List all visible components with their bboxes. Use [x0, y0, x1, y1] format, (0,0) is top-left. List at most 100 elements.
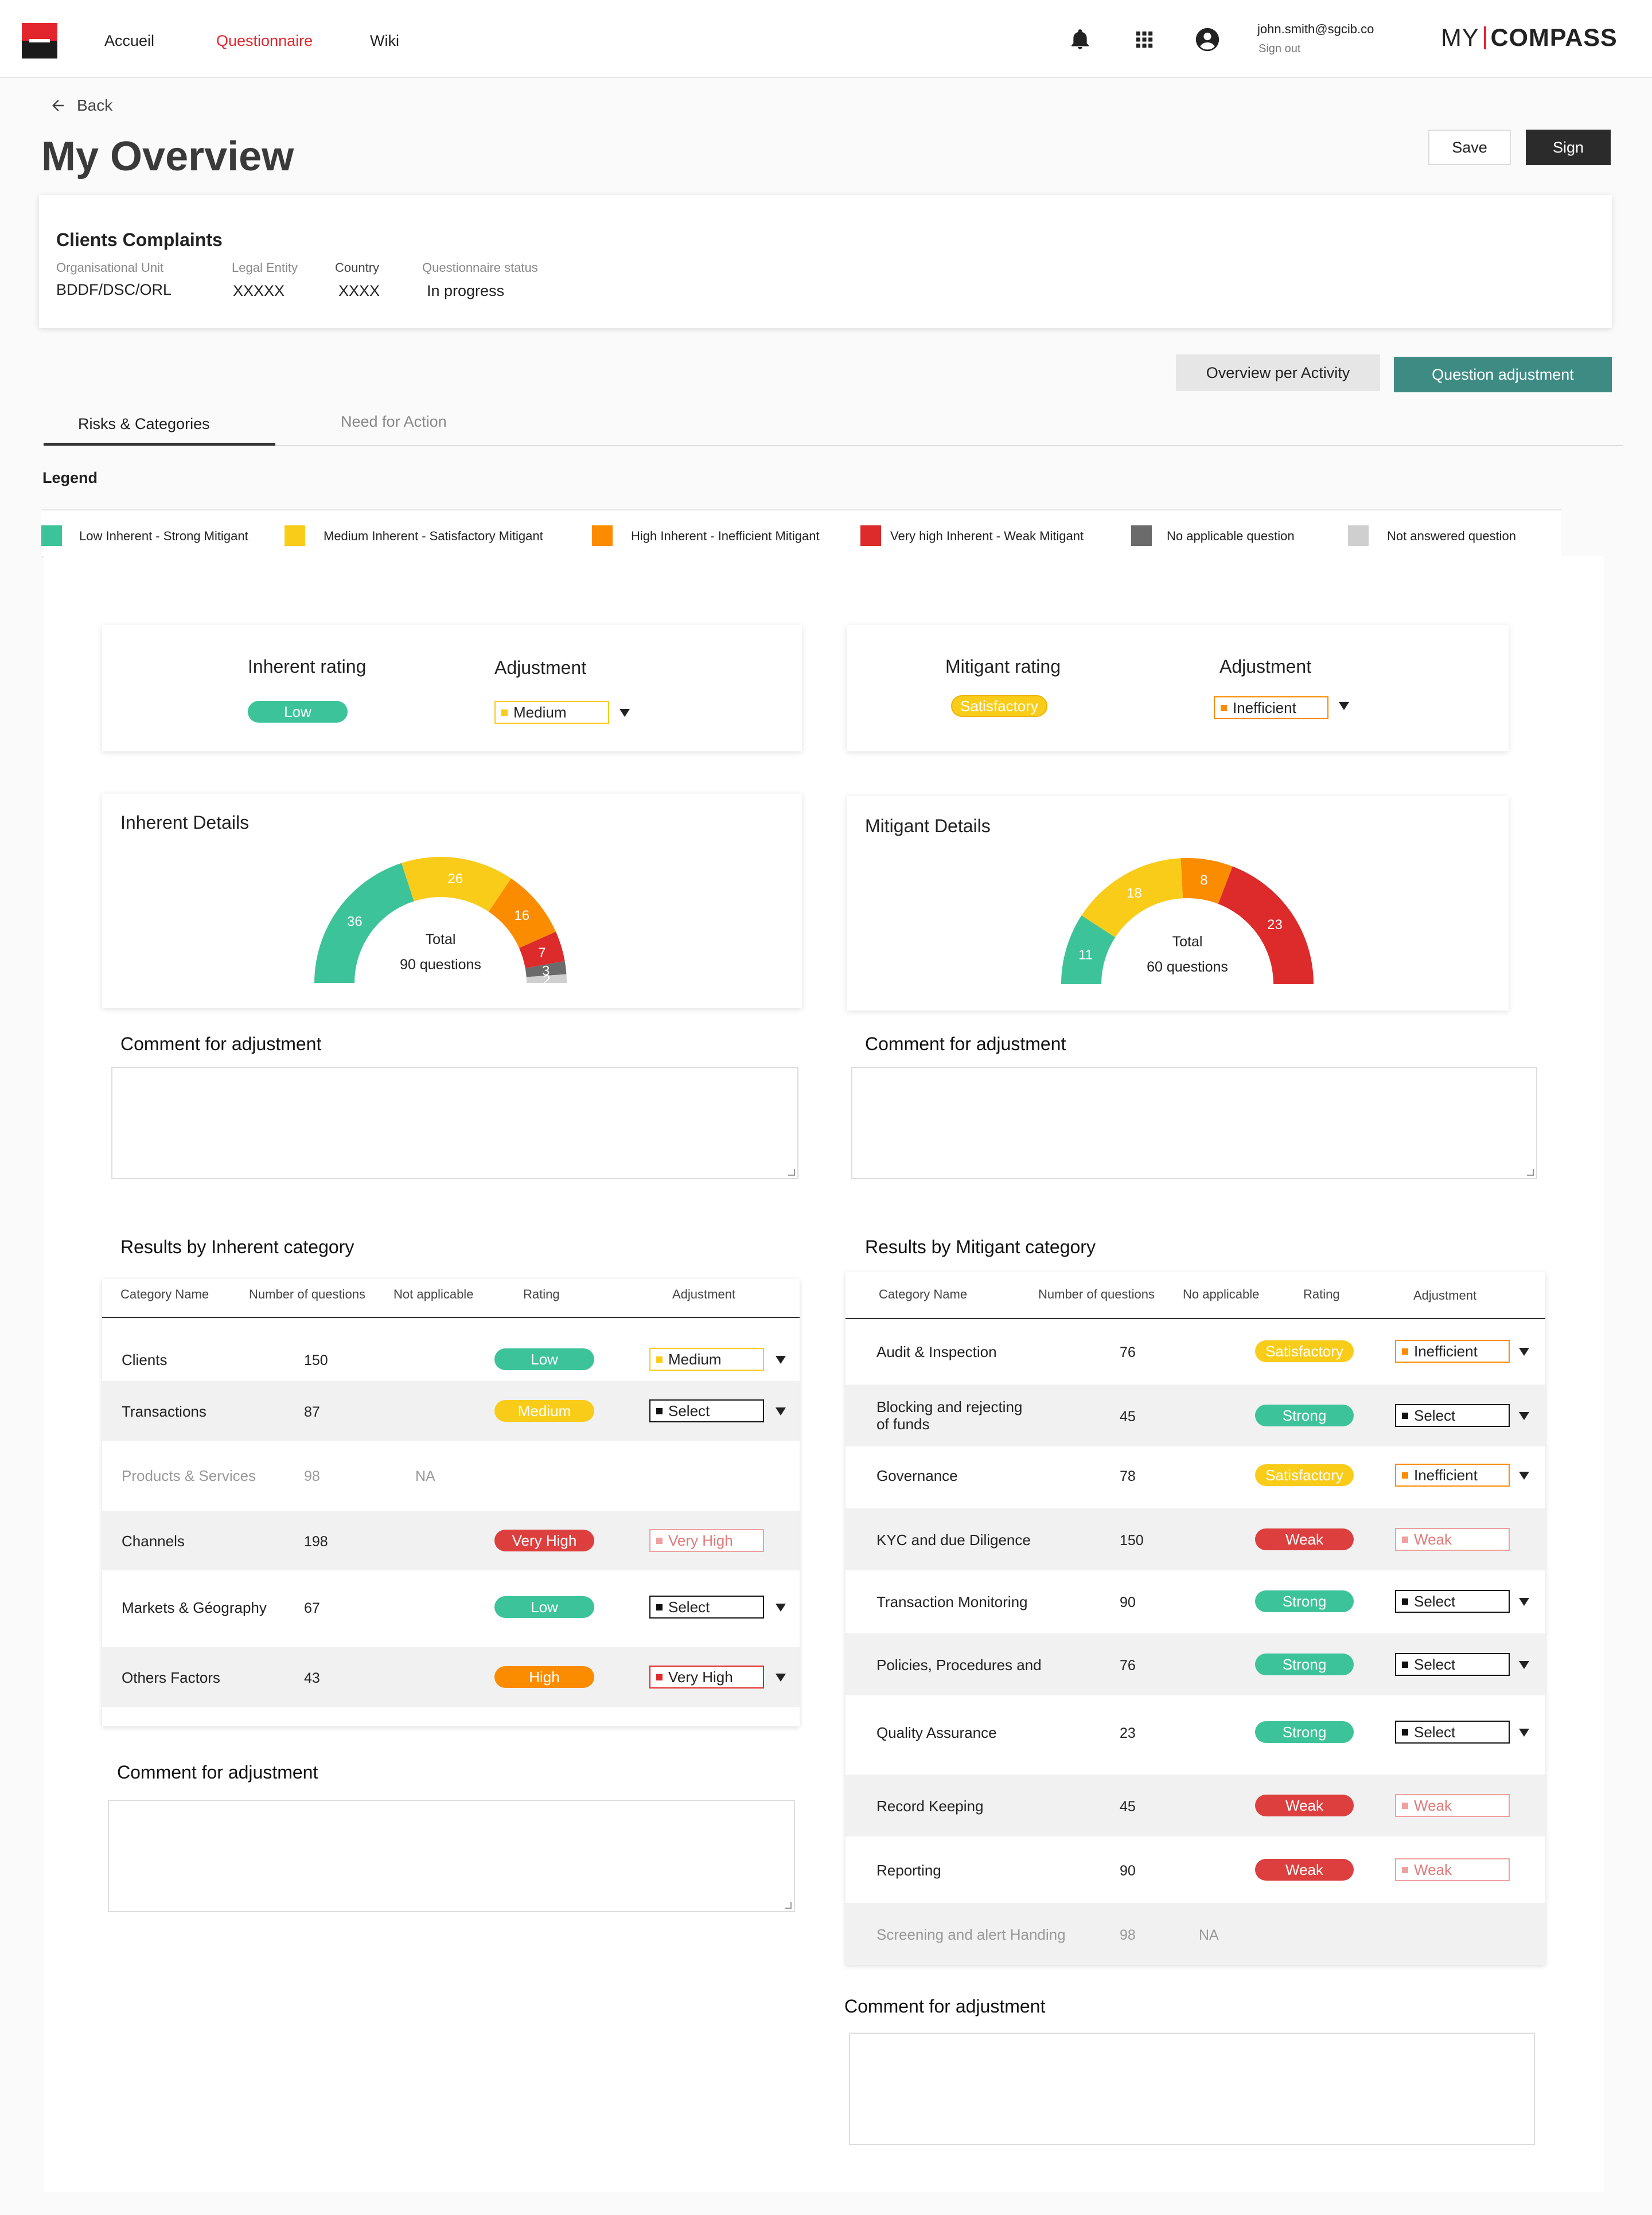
color-swatch — [1402, 1729, 1408, 1736]
mitigant-table-comment-label: Comment for adjustment — [844, 1996, 1046, 2017]
adjustment-select[interactable]: Inefficient — [1395, 1340, 1510, 1363]
column-header: Rating — [1303, 1287, 1340, 1301]
bell-icon[interactable] — [1066, 25, 1094, 54]
chevron-down-icon[interactable] — [1519, 1348, 1529, 1356]
mitigant-adjustment-select[interactable]: Inefficient — [1214, 696, 1328, 719]
adjustment-select: Very High — [649, 1529, 764, 1552]
rating-badge: Satisfactory — [1255, 1464, 1354, 1486]
user-email: john.smith@sgcib.co — [1257, 22, 1374, 36]
mitigant-comment-textarea[interactable] — [851, 1067, 1537, 1179]
color-swatch — [1402, 1412, 1408, 1419]
category-name: Markets & Géography — [122, 1599, 267, 1616]
adjustment-select[interactable]: Select — [1395, 1721, 1510, 1744]
chevron-down-icon[interactable] — [1519, 1661, 1529, 1669]
rating-badge: Medium — [494, 1400, 594, 1422]
gauge-value-label: 3 — [542, 963, 550, 978]
nav-wiki[interactable]: Wiki — [370, 32, 399, 49]
adjustment-select[interactable]: Select — [1395, 1590, 1510, 1613]
tab-active-indicator — [44, 443, 275, 446]
category-name: Reporting — [876, 1862, 941, 1879]
color-swatch — [656, 1537, 663, 1544]
resize-handle-icon[interactable] — [785, 1902, 792, 1909]
mitigant-rating-label: Mitigant rating — [945, 656, 1061, 677]
question-count: 98 — [304, 1468, 320, 1484]
category-name: Products & Services — [122, 1467, 256, 1484]
color-swatch — [1402, 1802, 1408, 1809]
rating-badge: Low — [494, 1348, 594, 1370]
adjustment-select[interactable]: Select — [649, 1399, 764, 1422]
tab-risks-categories[interactable]: Risks & Categories — [78, 415, 210, 432]
category-name: Record Keeping — [876, 1797, 984, 1815]
adjustment-select[interactable]: Select — [649, 1596, 764, 1619]
save-button[interactable]: Save — [1428, 130, 1511, 165]
adjustment-select[interactable]: Medium — [649, 1348, 764, 1371]
chevron-down-icon[interactable] — [1519, 1412, 1529, 1420]
back-link[interactable]: Back — [48, 96, 112, 115]
chevron-down-icon[interactable] — [1339, 702, 1349, 710]
mitigant-category-table: Category Name Number of questions No app… — [846, 1272, 1545, 1965]
question-count: 90 — [1120, 1594, 1136, 1610]
gauge-value-label: 16 — [514, 908, 529, 923]
mitigant-total-value: 60 questions — [1147, 959, 1228, 975]
chevron-down-icon[interactable] — [1519, 1472, 1529, 1480]
resize-handle-icon[interactable] — [1527, 1169, 1534, 1176]
chevron-down-icon[interactable] — [776, 1356, 786, 1364]
account-circle-icon[interactable] — [1193, 25, 1222, 54]
chevron-down-icon[interactable] — [776, 1674, 786, 1682]
inherent-rating-card: Inherent rating Low Adjustment Medium — [102, 625, 802, 751]
gauge-segment-high — [488, 878, 556, 948]
mitigant-table-title: Results by Mitigant category — [865, 1237, 1096, 1257]
column-header: Number of questions — [249, 1287, 365, 1301]
inherent-comment-textarea[interactable] — [111, 1067, 798, 1179]
legend-label-not-answered: Not answered question — [1387, 529, 1517, 543]
table-row: Quality Assurance 23 Strong Select — [846, 1701, 1545, 1763]
category-name: Screening and alert Handing — [876, 1926, 1066, 1943]
chevron-down-icon[interactable] — [1519, 1598, 1529, 1606]
adjustment-select[interactable]: Inefficient — [1395, 1464, 1510, 1487]
adjustment-value: Weak — [1414, 1796, 1452, 1814]
sign-out-link[interactable]: Sign out — [1259, 42, 1301, 55]
bank-logo[interactable] — [22, 23, 57, 59]
apps-grid-icon[interactable] — [1130, 25, 1159, 54]
question-adjustment-button[interactable]: Question adjustment — [1394, 357, 1612, 392]
inherent-table-title: Results by Inherent category — [120, 1237, 354, 1257]
adjustment-select[interactable]: Select — [1395, 1653, 1510, 1676]
gauge-value-label: 26 — [447, 871, 463, 887]
adjustment-select: Weak — [1395, 1794, 1510, 1817]
question-count: 78 — [1120, 1468, 1136, 1484]
adjustment-select[interactable]: Select — [1395, 1404, 1510, 1427]
tab-need-for-action[interactable]: Need for Action — [341, 413, 447, 430]
legend-row: Low Inherent - Strong Mitigant Medium In… — [41, 509, 1561, 557]
chevron-down-icon[interactable] — [776, 1407, 786, 1415]
adjustment-select[interactable]: Very High — [649, 1666, 764, 1688]
mitigant-table-comment-textarea[interactable] — [849, 2033, 1535, 2145]
chevron-down-icon[interactable] — [776, 1604, 786, 1612]
question-count: 98 — [1120, 1927, 1136, 1943]
category-name: Blocking and rejecting of funds — [876, 1398, 1023, 1433]
chevron-down-icon[interactable] — [620, 709, 630, 717]
chevron-down-icon[interactable] — [1519, 1729, 1529, 1737]
sign-button[interactable]: Sign — [1526, 130, 1611, 165]
app-brand: MY COMPASS — [1441, 24, 1618, 52]
question-count: 87 — [304, 1404, 320, 1420]
legend-swatch-medium — [285, 525, 305, 546]
inherent-adjustment-label: Adjustment — [494, 657, 587, 678]
table-row: Markets & Géography 67 Low Select — [102, 1577, 800, 1637]
color-swatch — [656, 1407, 663, 1414]
color-swatch — [1402, 1472, 1408, 1479]
color-swatch — [1402, 1598, 1408, 1605]
resize-handle-icon[interactable] — [788, 1169, 795, 1176]
nav-accueil[interactable]: Accueil — [104, 32, 155, 49]
overview-per-activity-button[interactable]: Overview per Activity — [1176, 354, 1380, 391]
summary-title: Clients Complaints — [56, 229, 223, 250]
arrow-left-icon — [52, 100, 64, 111]
inherent-table-comment-textarea[interactable] — [108, 1800, 795, 1912]
mitigant-comment-label: Comment for adjustment — [865, 1034, 1066, 1054]
not-applicable-value: NA — [415, 1468, 435, 1484]
nav-questionnaire[interactable]: Questionnaire — [216, 32, 313, 49]
gauge-segment-not-answered — [526, 974, 567, 983]
gauge-value-label: 23 — [1267, 917, 1283, 933]
adjustment-value: Very High — [668, 1531, 733, 1549]
inherent-adjustment-select[interactable]: Medium — [494, 701, 609, 724]
